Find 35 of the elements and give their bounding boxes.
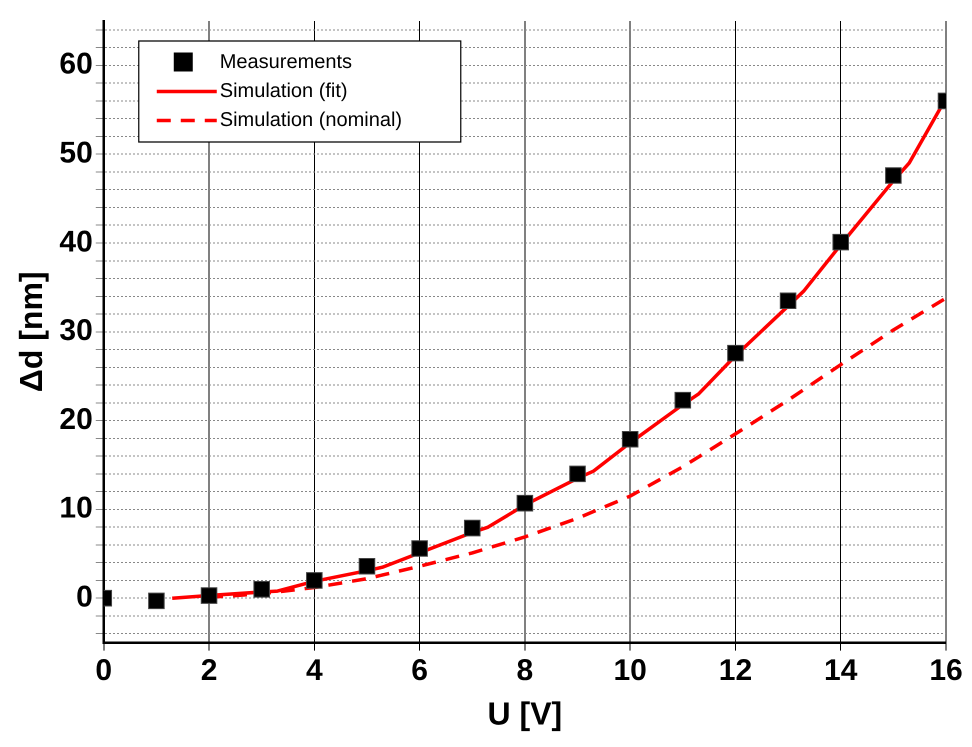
- point: [727, 344, 744, 362]
- point: [780, 292, 796, 309]
- point: [674, 392, 692, 408]
- x-tick-label: 14: [824, 654, 858, 687]
- y-tick-label: 50: [59, 136, 93, 170]
- point: [832, 234, 849, 250]
- x-tick-label: 8: [516, 654, 534, 687]
- point: [885, 167, 902, 184]
- x-tick-label: 2: [200, 654, 218, 687]
- point: [358, 558, 376, 575]
- x-tick-label: 6: [411, 654, 428, 687]
- y-tick-label: 10: [59, 492, 93, 525]
- x-tick-label: 10: [613, 654, 647, 687]
- x-tick-label: 16: [929, 654, 963, 687]
- x-axis-title: U [V]: [488, 696, 562, 732]
- y-tick-label: 0: [76, 580, 93, 614]
- point: [569, 466, 586, 482]
- point: [464, 520, 481, 536]
- x-tick-label: 4: [306, 654, 323, 687]
- x-tick-label: 12: [718, 654, 752, 687]
- legend-label: Measurements: [220, 51, 352, 74]
- y-axis-title: Δd [nm]: [13, 271, 50, 392]
- y-tick-label: 30: [59, 314, 93, 348]
- point: [148, 592, 165, 610]
- legend-label: Simulation (fit): [220, 80, 348, 102]
- point: [516, 494, 534, 512]
- point: [622, 430, 638, 448]
- point: [200, 587, 218, 604]
- point: [411, 540, 428, 557]
- y-tick-label: 60: [59, 48, 93, 81]
- legend-label: Simulation (nominal): [220, 109, 402, 132]
- y-tick-label: 20: [59, 402, 93, 436]
- point: [306, 572, 323, 589]
- point: [253, 581, 270, 598]
- y-tick-label: 40: [59, 225, 93, 258]
